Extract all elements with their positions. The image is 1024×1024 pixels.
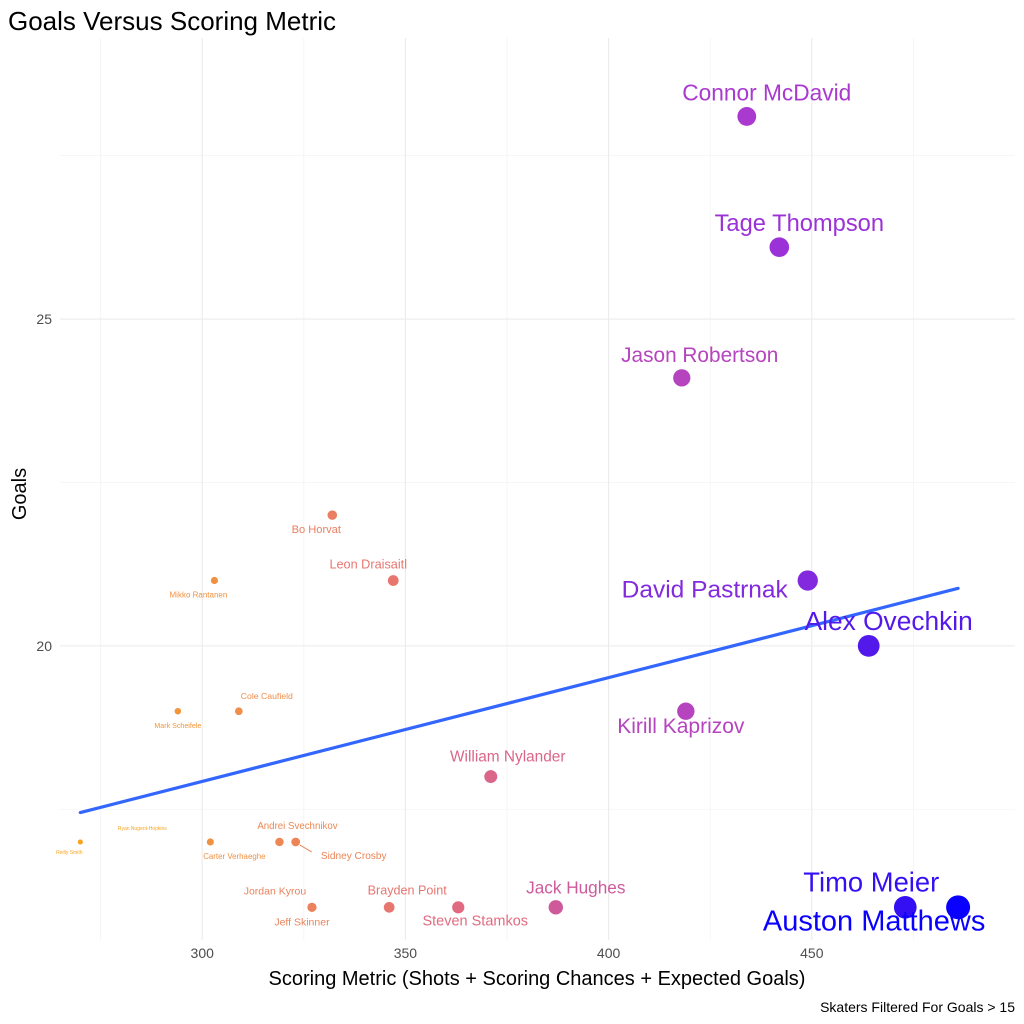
data-point: [857, 634, 880, 657]
point-label: Carter Verhaeghe: [203, 852, 266, 861]
x-tick-label: 300: [191, 945, 215, 961]
point-label: Andrei Svechnikov: [257, 821, 337, 832]
point-label: Alex Ovechkin: [805, 606, 973, 636]
point-label: Mark Scheifele: [154, 722, 201, 730]
data-point: [234, 707, 243, 716]
data-point: [946, 895, 971, 920]
x-tick-label: 350: [394, 945, 418, 961]
y-tick-label: 20: [36, 638, 52, 654]
data-point: [677, 702, 695, 720]
x-tick-label: 450: [800, 945, 824, 961]
data-point: [210, 576, 219, 585]
point-label: Steven Stamkos: [422, 913, 528, 929]
point-label: William Nylander: [450, 749, 565, 766]
data-point: [769, 237, 790, 257]
point-label: Tage Thompson: [715, 211, 884, 237]
grid: [60, 38, 1015, 940]
point-label: Reilly Smith: [56, 850, 83, 856]
data-point: [797, 570, 818, 591]
label-leader-line: [299, 844, 312, 853]
data-point: [484, 770, 498, 784]
point-label: Jason Robertson: [621, 344, 778, 367]
point-label: Leon Draisaitl: [329, 558, 407, 572]
y-axis-title: Goals: [9, 468, 31, 520]
data-point: [548, 900, 563, 915]
point-label: Sidney Crosby: [321, 851, 388, 862]
data-point: [291, 837, 301, 847]
data-point: [387, 575, 399, 586]
point-label: Auston Matthews: [763, 905, 985, 937]
data-point: [275, 837, 284, 847]
data-point: [673, 369, 691, 387]
trend-line: [78, 586, 960, 815]
x-axis-title: Scoring Metric (Shots + Scoring Chances …: [269, 968, 806, 990]
point-label: Jordan Kyrou: [244, 885, 307, 897]
point-label: Mikko Rantanen: [170, 591, 228, 600]
x-tick-label: 400: [597, 945, 621, 961]
chart-title: Goals Versus Scoring Metric: [8, 6, 336, 36]
data-point: [327, 510, 338, 520]
point-label: Connor McDavid: [682, 79, 851, 105]
data-point: [206, 838, 214, 846]
data-point: [383, 901, 395, 913]
point-label: Timo Meier: [803, 866, 939, 897]
point-label: Cole Caufield: [241, 691, 293, 701]
point-label: Jack Hughes: [526, 877, 625, 897]
point-label: Kirill Kaprizov: [617, 715, 745, 738]
tick-labels: 300 350 400 450 20 25: [36, 311, 823, 961]
data-point: [77, 839, 83, 845]
y-tick-label: 25: [36, 311, 52, 327]
data-point: [307, 902, 317, 912]
trend-line-layer: [78, 586, 960, 815]
data-point: [737, 107, 757, 126]
point-labels-layer: Connor McDavid Tage Thompson Jason Roberts…: [56, 79, 985, 937]
point-label: David Pastrnak: [622, 577, 789, 604]
chart-caption: Skaters Filtered For Goals > 15: [820, 999, 1015, 1015]
point-label: Bo Horvat: [292, 524, 341, 536]
point-label: Ryan Nugent-Hopkins: [118, 826, 167, 832]
points-layer: [77, 107, 971, 920]
data-point: [174, 707, 182, 715]
data-point: [452, 901, 465, 914]
point-label: Jeff Skinner: [274, 916, 330, 928]
data-point: [893, 895, 917, 919]
point-label: Brayden Point: [368, 883, 448, 897]
